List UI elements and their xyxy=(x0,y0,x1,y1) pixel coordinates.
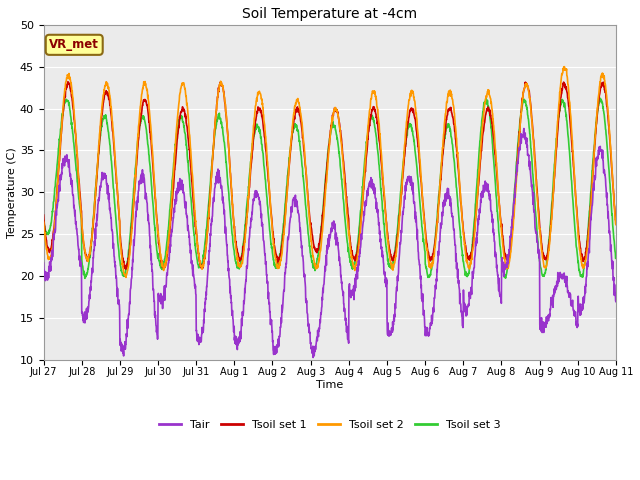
Legend: Tair, Tsoil set 1, Tsoil set 2, Tsoil set 3: Tair, Tsoil set 1, Tsoil set 2, Tsoil se… xyxy=(155,415,505,434)
Title: Soil Temperature at -4cm: Soil Temperature at -4cm xyxy=(242,7,417,21)
Y-axis label: Temperature (C): Temperature (C) xyxy=(7,147,17,238)
X-axis label: Time: Time xyxy=(316,380,343,390)
Text: VR_met: VR_met xyxy=(49,38,99,51)
